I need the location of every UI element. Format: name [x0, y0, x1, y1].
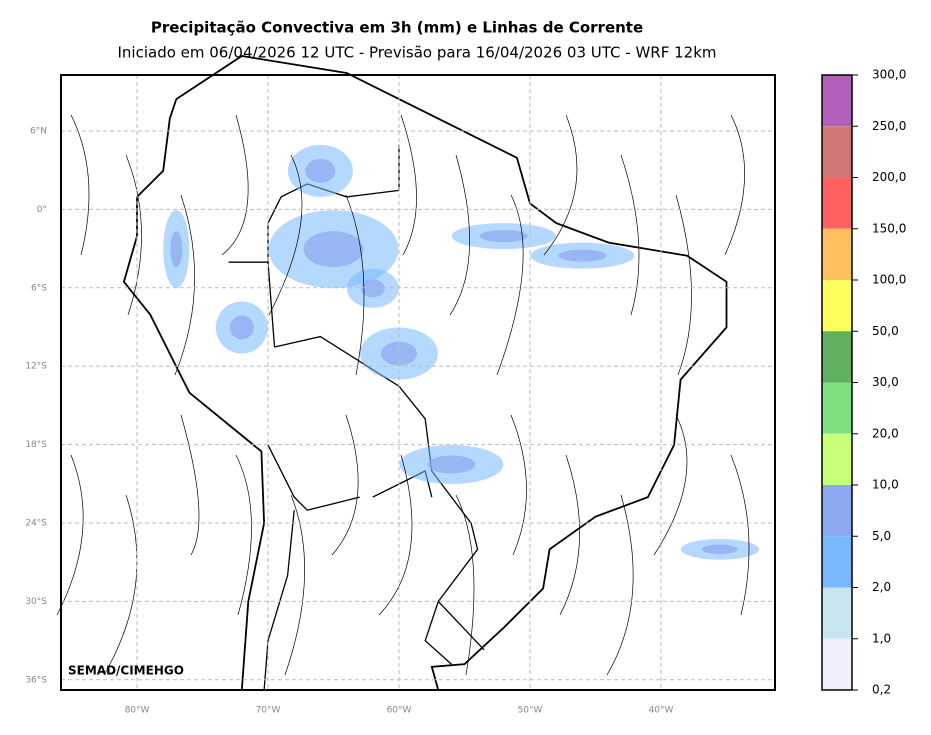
- precipitation: [479, 230, 528, 243]
- longitude-label: 60°W: [387, 706, 412, 716]
- colorbar-swatch: [822, 638, 852, 690]
- longitude-label: 40°W: [649, 706, 674, 716]
- colorbar-label: 2,0: [872, 580, 891, 594]
- precipitation: [558, 249, 607, 262]
- latitude-label: 30°S: [25, 597, 47, 607]
- colorbar: 300,0 250,0 200,0 150,0 100,0 50,0 30,0 20,0 10,…: [821, 68, 906, 697]
- streamline: [284, 494, 305, 676]
- coastline: [175, 55, 728, 691]
- precipitation: [303, 231, 364, 268]
- colorbar-swatch: [822, 228, 852, 280]
- streamline: [449, 154, 470, 316]
- streamline: [606, 494, 634, 676]
- colorbar-label: 50,0: [872, 324, 899, 338]
- colorbar-label: 5,0: [872, 529, 891, 543]
- precipitation: [701, 544, 738, 555]
- map: [56, 55, 775, 691]
- longitude-label: 50°W: [518, 706, 543, 716]
- colorbar-swatch: [822, 485, 852, 537]
- precipitation: [305, 158, 336, 183]
- coastline: [122, 98, 266, 691]
- streamline: [235, 454, 252, 616]
- colorbar-swatch: [822, 75, 852, 127]
- colorbar-label: 200,0: [872, 170, 906, 184]
- streamline: [675, 194, 692, 376]
- watermark: SEMAD/CIMEHGO: [68, 664, 184, 678]
- colorbar-swatch: [822, 280, 852, 332]
- title: Precipitação Convectiva em 3h (mm) e Lin…: [151, 19, 643, 37]
- streamline: [268, 154, 303, 316]
- latitude-label: 6°S: [31, 283, 47, 293]
- precipitation: [381, 341, 417, 366]
- streamline: [174, 194, 195, 376]
- colorbar-label: 20,0: [872, 426, 899, 440]
- streamline: [125, 154, 142, 316]
- streamline: [653, 414, 688, 556]
- streamline: [455, 494, 475, 676]
- colorbar-swatch: [822, 177, 852, 229]
- streamline: [400, 114, 417, 256]
- streamline: [221, 114, 249, 256]
- streamline: [724, 114, 745, 256]
- streamline: [378, 454, 413, 616]
- longitude-label: 70°W: [256, 706, 281, 716]
- colorbar-swatch: [822, 331, 852, 383]
- latitude-label: 6°N: [30, 127, 47, 137]
- colorbar-label: 300,0: [872, 68, 906, 82]
- border: [424, 601, 452, 665]
- colorbar-label: 250,0: [872, 119, 906, 133]
- streamline: [730, 454, 750, 616]
- streamline: [103, 494, 138, 676]
- precipitation: [229, 315, 254, 340]
- latitude-label: 36°S: [25, 675, 47, 685]
- colorbar-swatch: [822, 433, 852, 485]
- colorbar-label: 1,0: [872, 631, 891, 645]
- streamline: [345, 194, 365, 376]
- colorbar-label: 30,0: [872, 375, 899, 389]
- colorbar-label: 100,0: [872, 273, 906, 287]
- colorbar-swatch: [822, 587, 852, 639]
- subtitle: Iniciado em 06/04/2026 12 UTC - Previsão…: [117, 44, 716, 62]
- streamline: [496, 194, 524, 376]
- colorbar-swatch: [822, 536, 852, 588]
- streamline: [70, 114, 90, 256]
- latitude-label: 12°S: [25, 362, 47, 372]
- streamline: [180, 414, 200, 556]
- colorbar-swatch: [822, 382, 852, 434]
- colorbar-label: 0,2: [872, 683, 891, 697]
- streamline: [559, 454, 580, 616]
- border: [263, 510, 295, 691]
- streamline: [543, 114, 578, 256]
- latitude-label: 0°: [37, 205, 47, 215]
- precipitation: [170, 231, 183, 268]
- colorbar-label: 10,0: [872, 478, 899, 492]
- colorbar-label: 150,0: [872, 221, 906, 235]
- precipitation: [427, 455, 476, 474]
- longitude-label: 80°W: [125, 706, 150, 716]
- streamline: [56, 454, 84, 616]
- latitude-label: 18°S: [25, 440, 47, 450]
- border: [267, 444, 360, 511]
- streamline: [510, 414, 527, 556]
- streamline: [331, 414, 359, 556]
- streamline: [620, 154, 640, 316]
- colorbar-swatch: [822, 126, 852, 178]
- latitude-label: 24°S: [25, 519, 47, 529]
- map-frame: [60, 74, 776, 691]
